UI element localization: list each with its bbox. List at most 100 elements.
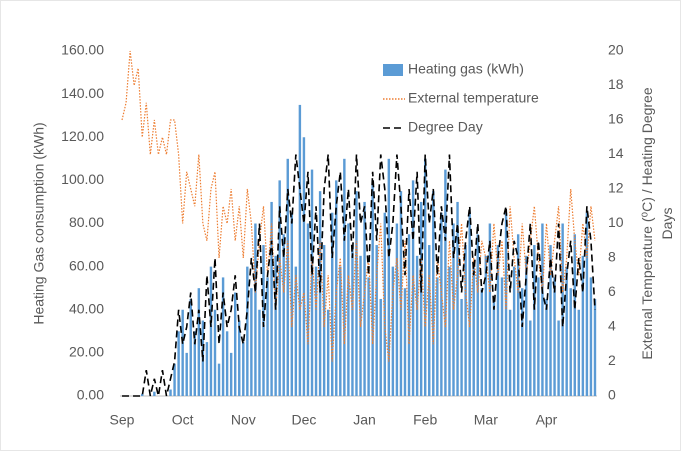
y-tick-label: 140.00	[61, 85, 104, 101]
bar	[476, 234, 479, 396]
x-tick-label: Dec	[291, 412, 316, 428]
bar	[266, 277, 269, 396]
bar	[545, 298, 548, 396]
y-tick-label: 0.00	[77, 387, 104, 403]
bar	[460, 298, 463, 396]
x-tick-label: Feb	[413, 412, 437, 428]
bar	[411, 180, 415, 396]
bar	[533, 245, 536, 396]
bar	[395, 223, 399, 396]
bar	[193, 331, 196, 396]
bar	[343, 158, 346, 396]
bar	[310, 169, 314, 396]
bar	[347, 223, 350, 396]
bar	[189, 298, 192, 396]
y2-tick-label: 2	[608, 352, 616, 368]
bar	[290, 212, 294, 396]
bar	[581, 255, 585, 396]
y2-tick-label: 18	[608, 76, 624, 92]
bar	[169, 389, 172, 396]
x-tick-label: Jan	[353, 412, 376, 428]
bar	[589, 277, 593, 396]
legend-label: Degree Day	[408, 119, 483, 135]
bar	[484, 255, 488, 396]
bar	[335, 180, 338, 396]
bar	[585, 212, 589, 396]
bar	[367, 277, 370, 396]
bar	[488, 223, 492, 396]
y2-tick-label: 8	[608, 249, 616, 265]
bar	[351, 245, 354, 396]
bar	[141, 393, 144, 396]
y2-tick-label: 14	[608, 145, 624, 161]
y-tick-label: 40.00	[69, 300, 104, 316]
bar	[516, 234, 520, 396]
bar	[383, 212, 386, 396]
y2-axis-title: External Temperature (⁰C) / Heating Degr…	[639, 87, 675, 359]
x-tick-label: Apr	[536, 412, 558, 428]
bar	[258, 309, 261, 396]
bar	[500, 277, 504, 396]
bar	[577, 309, 581, 396]
y-tick-label: 60.00	[69, 257, 104, 273]
bar	[512, 266, 516, 396]
bar	[246, 266, 249, 396]
bar	[355, 191, 358, 396]
bar	[278, 180, 281, 396]
bar	[274, 255, 277, 396]
x-tick-label: Mar	[474, 412, 498, 428]
bar	[233, 292, 237, 396]
bar	[448, 266, 451, 396]
bar	[468, 212, 471, 396]
bar	[525, 255, 528, 396]
bar	[314, 266, 318, 396]
y-tick-label: 100.00	[61, 171, 104, 187]
bar	[221, 277, 225, 396]
bar	[521, 288, 524, 396]
line-series	[121, 50, 596, 362]
y2-tick-label: 20	[608, 42, 624, 58]
bar	[480, 288, 484, 396]
bar	[242, 342, 245, 396]
bar	[225, 331, 229, 396]
bar	[436, 277, 439, 396]
legend-label: Heating gas (kWh)	[408, 61, 524, 77]
bar	[217, 363, 221, 396]
bar	[270, 201, 273, 396]
bar	[399, 191, 403, 396]
x-tick-label: Sep	[110, 412, 135, 428]
bar	[415, 255, 419, 396]
bar	[326, 309, 330, 396]
bar	[496, 245, 500, 396]
bar	[181, 309, 184, 396]
y-axis-title: Heating Gas consumption (kWh)	[31, 122, 47, 324]
y2-tick-label: 10	[608, 214, 624, 230]
bar	[565, 266, 568, 396]
bar	[423, 158, 427, 396]
bar	[504, 212, 508, 396]
legend-label: External temperature	[408, 90, 539, 106]
bar	[306, 223, 310, 396]
bar	[440, 212, 443, 396]
bar	[391, 266, 395, 396]
bar	[557, 320, 560, 396]
bar	[282, 234, 285, 396]
bar	[286, 158, 289, 396]
bar	[419, 201, 423, 396]
bar	[432, 191, 435, 396]
y2-tick-label: 12	[608, 180, 624, 196]
bar	[569, 288, 572, 396]
bar	[177, 331, 180, 396]
bar	[456, 201, 459, 396]
bar	[363, 201, 366, 396]
x-tick-label: Nov	[231, 412, 256, 428]
bar	[492, 298, 496, 396]
bar	[428, 245, 431, 396]
bar	[173, 363, 176, 396]
bar	[254, 223, 257, 396]
bar	[197, 288, 201, 396]
bar	[444, 169, 447, 396]
y-tick-label: 20.00	[69, 344, 104, 360]
bar	[238, 320, 241, 396]
bar	[593, 298, 597, 396]
